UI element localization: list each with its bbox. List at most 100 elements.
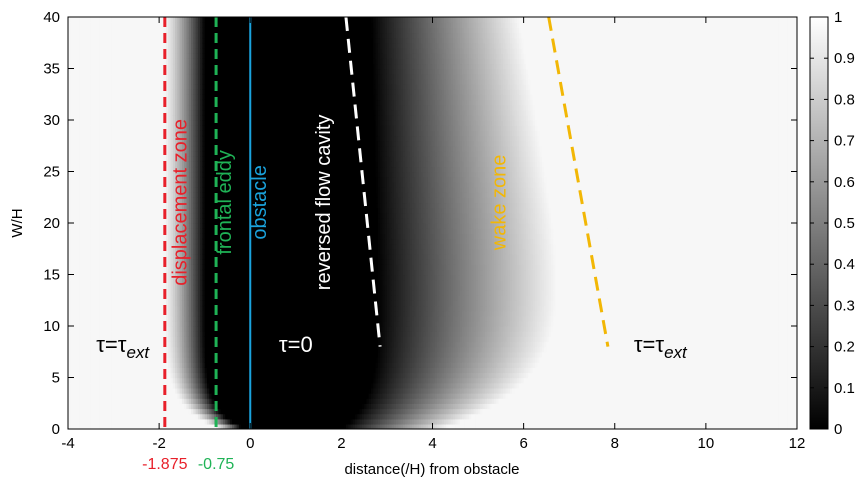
heatmap-cell: [134, 284, 138, 291]
heatmap-cell: [70, 130, 74, 137]
heatmap-cell: [90, 176, 94, 183]
heatmap-cell: [83, 279, 87, 286]
heatmap-cell: [95, 125, 99, 131]
heatmap-cell: [136, 372, 140, 379]
heatmap-cell: [113, 181, 117, 188]
heatmap-cell: [147, 248, 151, 255]
heatmap-cell: [140, 372, 144, 379]
heatmap-cell: [104, 228, 108, 234]
heatmap-cell: [93, 228, 97, 234]
heatmap-cell: [118, 377, 122, 384]
heatmap-cell: [122, 83, 126, 90]
heatmap-cell: [99, 248, 103, 255]
heatmap-cell: [129, 413, 133, 420]
heatmap-cell: [86, 83, 90, 90]
heatmap-cell: [77, 27, 81, 34]
heatmap-cell: [143, 305, 147, 312]
heatmap-cell: [140, 259, 144, 265]
heatmap-cell: [118, 331, 122, 337]
heatmap-cell: [147, 114, 151, 121]
heatmap-cell: [86, 104, 90, 111]
heatmap-cell: [120, 392, 124, 399]
heatmap-cell: [97, 37, 101, 44]
heatmap-cell: [118, 94, 122, 101]
heatmap-cell: [122, 217, 126, 224]
heatmap-cell: [124, 253, 128, 260]
heatmap-cell: [70, 94, 74, 101]
heatmap-cell: [88, 212, 92, 219]
heatmap-cell: [109, 259, 112, 265]
heatmap-cell: [140, 253, 144, 260]
heatmap-cell: [124, 403, 128, 410]
heatmap-cell: [102, 89, 106, 95]
heatmap-cell: [118, 336, 122, 343]
heatmap-cell: [83, 166, 87, 173]
heatmap-cell: [129, 289, 133, 296]
heatmap-cell: [83, 377, 87, 384]
heatmap-cell: [90, 120, 94, 126]
heatmap-cell: [109, 99, 112, 106]
heatmap-cell: [104, 223, 108, 229]
heatmap-cell: [70, 403, 74, 410]
heatmap-cell: [95, 181, 99, 188]
heatmap-cell: [145, 356, 149, 363]
heatmap-cell: [140, 377, 144, 384]
heatmap-cell: [77, 377, 81, 384]
heatmap-cell: [129, 47, 133, 54]
heatmap-cell: [118, 300, 122, 307]
heatmap-cell: [86, 78, 90, 85]
heatmap-cell: [81, 83, 85, 90]
heatmap-cell: [138, 130, 142, 137]
heatmap-cell: [138, 109, 142, 116]
heatmap-cell: [102, 264, 106, 271]
heatmap-cell: [93, 171, 97, 178]
heatmap-cell: [106, 130, 110, 137]
heatmap-cell: [74, 248, 78, 255]
heatmap-cell: [81, 310, 85, 317]
heatmap-cell: [109, 362, 112, 368]
heatmap-cell: [124, 408, 128, 415]
heatmap-cell: [147, 63, 151, 70]
heatmap-cell: [68, 382, 71, 389]
heatmap-cell: [134, 367, 138, 374]
heatmap-cell: [136, 336, 140, 343]
heatmap-cell: [86, 259, 90, 265]
heatmap-cell: [115, 207, 119, 214]
heatmap-cell: [95, 279, 99, 286]
heatmap-cell: [83, 104, 87, 111]
heatmap-cell: [79, 382, 83, 389]
heatmap-cell: [81, 423, 85, 429]
heatmap-cell: [106, 264, 110, 271]
heatmap-cell: [68, 166, 71, 173]
heatmap-cell: [120, 403, 124, 410]
heatmap-cell: [120, 63, 124, 70]
heatmap-cell: [113, 300, 117, 307]
heatmap-cell: [147, 171, 151, 178]
heatmap-cell: [147, 192, 151, 198]
heatmap-cell: [74, 351, 78, 358]
heatmap-cell: [97, 197, 101, 204]
heatmap-cell: [118, 264, 122, 271]
heatmap-cell: [70, 99, 74, 106]
heatmap-cell: [138, 320, 142, 327]
heatmap-cell: [86, 197, 90, 204]
heatmap-cell: [136, 259, 140, 265]
heatmap-cell: [120, 150, 124, 157]
heatmap-cell: [109, 73, 112, 80]
heatmap-cell: [77, 171, 81, 178]
heatmap-cell: [147, 274, 151, 281]
heatmap-cell: [120, 387, 124, 394]
heatmap-cell: [72, 78, 76, 85]
heatmap-cell: [145, 279, 149, 286]
heatmap-cell: [122, 32, 126, 39]
heatmap-cell: [129, 336, 133, 343]
heatmap-cell: [79, 68, 83, 75]
heatmap-cell: [104, 150, 108, 157]
heatmap-cell: [138, 243, 142, 250]
heatmap-cell: [79, 336, 83, 343]
heatmap-cell: [79, 259, 83, 265]
heatmap-cell: [68, 78, 71, 85]
heatmap-cell: [145, 140, 149, 147]
heatmap-cell: [138, 17, 142, 23]
heatmap-cell: [143, 135, 147, 142]
